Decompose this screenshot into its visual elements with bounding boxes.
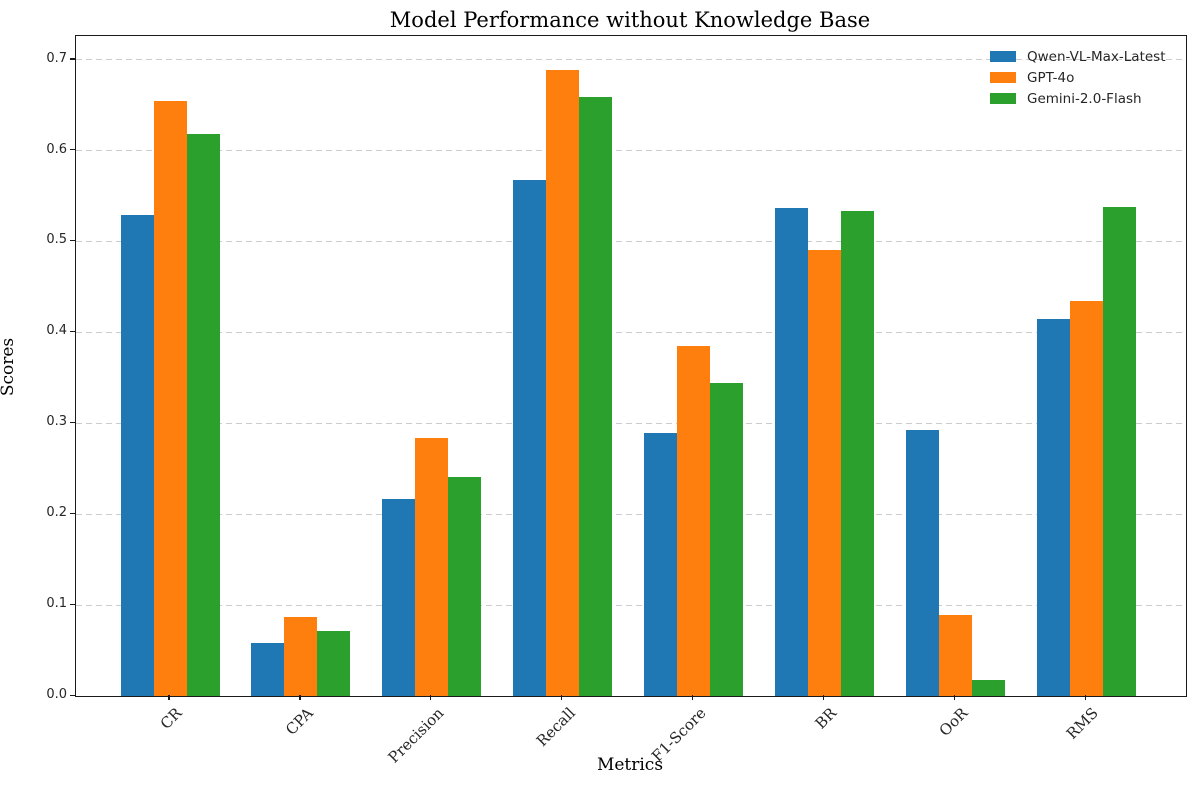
x-tick-mark [691,695,694,700]
y-gridline [76,422,1186,424]
bar-Recall-Qwen-VL-Max-Latest [513,179,547,696]
y-gridline [76,150,1186,152]
bar-BR-Qwen-VL-Max-Latest [775,207,808,696]
bar-F1-Score-Qwen-VL-Max-Latest [644,433,678,696]
legend-swatch [990,72,1016,83]
x-tick-mark [1084,695,1086,700]
bar-OoR-GPT-4o [938,615,972,696]
x-tick-label: CR [156,704,186,733]
y-gridline [76,513,1186,515]
bar-Recall-GPT-4o [546,69,580,696]
x-tick-label: Recall [532,704,579,751]
bar-RMS-Gemini-2.0-Flash [1102,206,1136,696]
bar-Precision-Qwen-VL-Max-Latest [382,498,416,696]
bar-CPA-Qwen-VL-Max-Latest [251,643,285,696]
y-tick-mark [70,603,75,605]
chart-title: Model Performance without Knowledge Base [389,8,871,32]
y-tick-label: 0.5 [46,232,67,248]
legend-swatch [990,51,1016,62]
y-tick-mark [70,421,75,424]
y-tick-mark [70,149,75,151]
x-tick-label: BR [811,704,841,733]
y-tick-label: 0.1 [46,596,67,612]
y-tick-label: 0.0 [46,687,67,702]
y-gridline [76,331,1186,333]
bar-Precision-Gemini-2.0-Flash [448,476,482,696]
bar-CPA-GPT-4o [284,616,318,696]
bar-F1-Score-GPT-4o [677,346,711,696]
bar-Precision-GPT-4o [415,437,449,696]
y-tick-mark [70,512,75,515]
plot-area [75,35,1187,697]
y-tick-mark [70,239,75,242]
y-gridline [76,59,1186,61]
legend-item: Gemini-2.0-Flash [990,88,1166,109]
y-tick-mark [70,694,75,696]
bar-RMS-Qwen-VL-Max-Latest [1036,318,1070,696]
legend-label: GPT-4o [1027,69,1075,86]
bar-Recall-Gemini-2.0-Flash [579,96,613,696]
bar-CPA-Gemini-2.0-Flash [317,631,351,696]
x-tick-mark [168,695,170,700]
x-tick-label: OoR [935,704,972,740]
x-tick-mark [430,695,432,700]
legend-item: GPT-4o [990,67,1166,88]
y-tick-label: 0.4 [46,323,67,339]
x-tick-mark [953,695,956,700]
bar-CR-Gemini-2.0-Flash [186,134,220,696]
x-tick-mark [299,695,301,700]
bar-CR-GPT-4o [153,101,187,696]
y-tick-label: 0.7 [46,50,67,66]
y-axis-label: Scores [0,337,18,397]
x-tick-mark [822,695,825,700]
bar-BR-GPT-4o [808,249,841,696]
y-tick-label: 0.6 [46,141,67,157]
bar-F1-Score-Gemini-2.0-Flash [710,383,744,696]
x-tick-label: RMS [1063,704,1103,743]
legend-item: Qwen-VL-Max-Latest [990,46,1166,67]
y-gridline [76,240,1186,242]
x-tick-mark [561,695,563,700]
bar-BR-Gemini-2.0-Flash [841,211,874,696]
bar-RMS-GPT-4o [1069,300,1103,696]
x-tick-label: CPA [281,704,317,739]
bar-OoR-Gemini-2.0-Flash [971,679,1005,696]
legend-swatch [990,93,1016,104]
legend: Qwen-VL-Max-Latest GPT-4o Gemini-2.0-Flash [990,46,1166,109]
bar-OoR-Qwen-VL-Max-Latest [905,429,939,696]
legend-label: Qwen-VL-Max-Latest [1027,48,1166,65]
legend-label: Gemini-2.0-Flash [1027,90,1142,107]
x-axis-label: Metrics [596,755,664,775]
y-tick-mark [70,330,75,333]
bar-CR-Qwen-VL-Max-Latest [120,215,154,696]
y-gridline [76,604,1186,606]
y-tick-mark [70,58,75,60]
y-tick-label: 0.2 [46,505,67,521]
y-tick-label: 0.3 [46,414,67,430]
